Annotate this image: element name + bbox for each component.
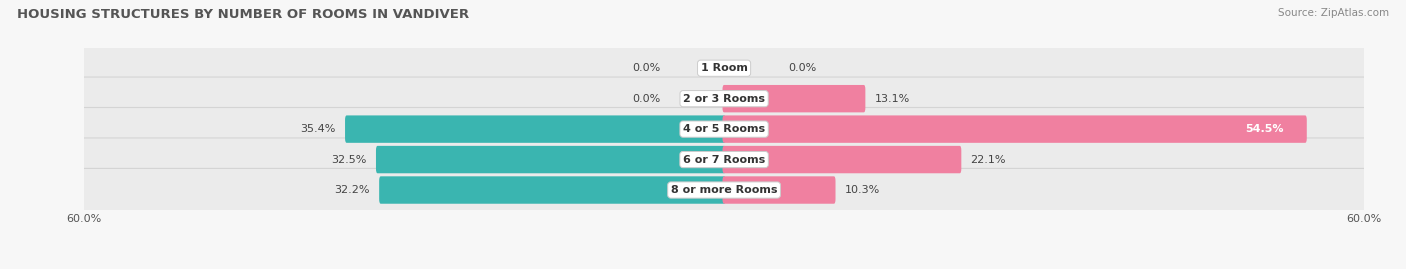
FancyBboxPatch shape xyxy=(82,138,1367,181)
Text: 54.5%: 54.5% xyxy=(1246,124,1284,134)
FancyBboxPatch shape xyxy=(723,176,835,204)
FancyBboxPatch shape xyxy=(723,146,962,173)
Text: 0.0%: 0.0% xyxy=(787,63,817,73)
Text: 35.4%: 35.4% xyxy=(301,124,336,134)
Text: 2 or 3 Rooms: 2 or 3 Rooms xyxy=(683,94,765,104)
FancyBboxPatch shape xyxy=(82,47,1367,90)
Text: 4 or 5 Rooms: 4 or 5 Rooms xyxy=(683,124,765,134)
Text: 32.2%: 32.2% xyxy=(335,185,370,195)
Text: 1 Room: 1 Room xyxy=(700,63,748,73)
FancyBboxPatch shape xyxy=(375,146,725,173)
Text: 6 or 7 Rooms: 6 or 7 Rooms xyxy=(683,155,765,165)
Text: 0.0%: 0.0% xyxy=(631,94,661,104)
FancyBboxPatch shape xyxy=(344,115,725,143)
FancyBboxPatch shape xyxy=(723,115,1306,143)
Text: 22.1%: 22.1% xyxy=(970,155,1005,165)
Text: 13.1%: 13.1% xyxy=(875,94,910,104)
FancyBboxPatch shape xyxy=(82,108,1367,151)
FancyBboxPatch shape xyxy=(380,176,725,204)
Text: Source: ZipAtlas.com: Source: ZipAtlas.com xyxy=(1278,8,1389,18)
Text: 8 or more Rooms: 8 or more Rooms xyxy=(671,185,778,195)
Text: 10.3%: 10.3% xyxy=(845,185,880,195)
FancyBboxPatch shape xyxy=(82,168,1367,212)
Text: 0.0%: 0.0% xyxy=(631,63,661,73)
FancyBboxPatch shape xyxy=(723,85,865,112)
Text: HOUSING STRUCTURES BY NUMBER OF ROOMS IN VANDIVER: HOUSING STRUCTURES BY NUMBER OF ROOMS IN… xyxy=(17,8,470,21)
Text: 32.5%: 32.5% xyxy=(332,155,367,165)
FancyBboxPatch shape xyxy=(82,77,1367,120)
